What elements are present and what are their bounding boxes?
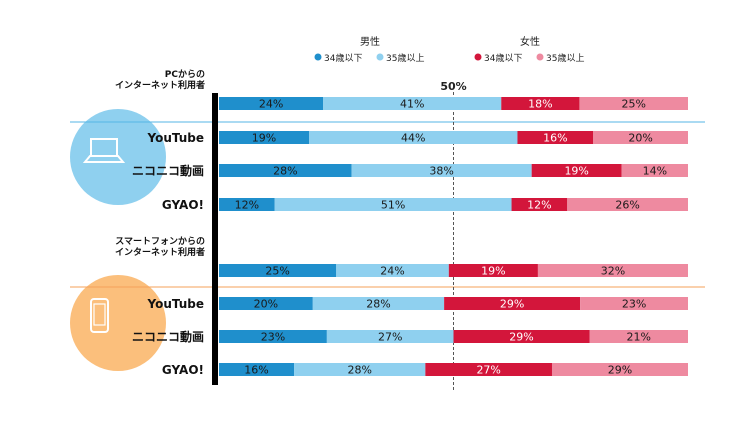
bar-segment	[294, 363, 426, 376]
bar-value-label: 27%	[378, 331, 402, 344]
bar-segment	[593, 131, 688, 144]
bar-segment	[425, 363, 552, 376]
bar-segment	[579, 97, 688, 110]
bar-value-label: 32%	[601, 265, 625, 278]
bar-segment	[501, 97, 580, 110]
bar-value-label: 28%	[273, 165, 297, 178]
bar-segment	[531, 164, 622, 177]
bar-value-label: 51%	[381, 199, 405, 212]
bar-segment	[219, 164, 352, 177]
row-label: ニコニコ動画	[132, 329, 204, 344]
bar-value-label: 16%	[543, 132, 567, 145]
bar-segment	[219, 363, 295, 376]
bar-value-label: 14%	[643, 165, 667, 178]
laptop-icon	[82, 138, 126, 163]
midline-label: 50%	[440, 80, 466, 93]
bar-value-label: 29%	[608, 364, 632, 377]
bar-segment	[219, 297, 313, 310]
row-label: YouTube	[146, 131, 204, 145]
phone-body	[90, 298, 109, 333]
bar-value-label: 24%	[380, 265, 404, 278]
bar-value-label: 12%	[235, 199, 259, 212]
legend-label: 34歳以下	[484, 52, 522, 64]
bar-value-label: 20%	[628, 132, 652, 145]
bar-value-label: 20%	[254, 298, 278, 311]
legend-label: 34歳以下	[324, 52, 362, 64]
bar-segment	[219, 131, 310, 144]
bar-value-label: 18%	[528, 98, 552, 111]
bar-value-label: 16%	[244, 364, 268, 377]
bar-segment	[274, 198, 512, 211]
row-label: ニコニコ動画	[132, 163, 204, 178]
smartphone-icon	[90, 298, 109, 333]
bar-segment	[517, 131, 594, 144]
bar-value-label: 25%	[621, 98, 645, 111]
bar-segment	[219, 330, 327, 343]
legend-label: 35歳以上	[546, 52, 584, 64]
legend-group-title: 男性	[360, 35, 380, 48]
row-label: YouTube	[146, 297, 204, 311]
bars-layer	[219, 97, 688, 376]
bar-segment	[351, 164, 532, 177]
bar-segment	[567, 198, 688, 211]
section-label: スマートフォンからの	[115, 236, 205, 247]
bar-value-label: 21%	[627, 331, 651, 344]
bar-value-label: 24%	[259, 98, 283, 111]
legend-label: 35歳以上	[386, 52, 424, 64]
decoration-layer	[70, 92, 705, 392]
bar-value-label: 29%	[509, 331, 533, 344]
bar-segment	[589, 330, 688, 343]
bar-segment	[448, 264, 538, 277]
bar-segment	[323, 97, 502, 110]
bar-segment	[309, 131, 518, 144]
bar-segment	[580, 297, 688, 310]
bar-value-label: 12%	[527, 199, 551, 212]
section-label: インターネット利用者	[115, 246, 205, 258]
bar-value-label: 23%	[622, 298, 646, 311]
bar-segment	[621, 164, 688, 177]
bar-segment	[219, 198, 275, 211]
bar-segment	[336, 264, 449, 277]
bar-value-label: 29%	[500, 298, 524, 311]
bar-segment	[511, 198, 568, 211]
y-axis-line	[212, 93, 218, 385]
bar-segment	[219, 97, 324, 110]
legend-swatch	[314, 53, 322, 61]
bar-value-label: 19%	[252, 132, 276, 145]
section-circle	[70, 275, 166, 371]
bar-value-label: 27%	[476, 364, 500, 377]
bar-value-label: 38%	[429, 165, 453, 178]
legend-swatch	[536, 53, 544, 61]
bar-segment	[312, 297, 445, 310]
row-label: GYAO!	[162, 198, 204, 212]
laptop-base	[82, 155, 126, 163]
bar-value-label: 28%	[366, 298, 390, 311]
phone-screen	[93, 303, 106, 326]
bar-value-label: 44%	[401, 132, 425, 145]
row-label: GYAO!	[162, 363, 204, 377]
bar-value-label: 28%	[347, 364, 371, 377]
bar-segment	[551, 363, 688, 376]
legend-swatch	[474, 53, 482, 61]
bar-value-label: 25%	[265, 265, 289, 278]
bar-value-label: 23%	[261, 331, 285, 344]
bar-value-label: 19%	[481, 265, 505, 278]
bar-segment	[444, 297, 581, 310]
section-label: PCからの	[165, 69, 205, 80]
bar-segment	[219, 264, 337, 277]
section-label: インターネット利用者	[115, 79, 205, 91]
bar-segment	[537, 264, 688, 277]
legend-swatch	[376, 53, 384, 61]
bar-value-label: 41%	[400, 98, 424, 111]
bar-value-label: 26%	[615, 199, 639, 212]
bar-value-label: 19%	[564, 165, 588, 178]
bar-segment	[453, 330, 590, 343]
bar-segment	[326, 330, 454, 343]
legend-group-title: 女性	[520, 35, 540, 48]
